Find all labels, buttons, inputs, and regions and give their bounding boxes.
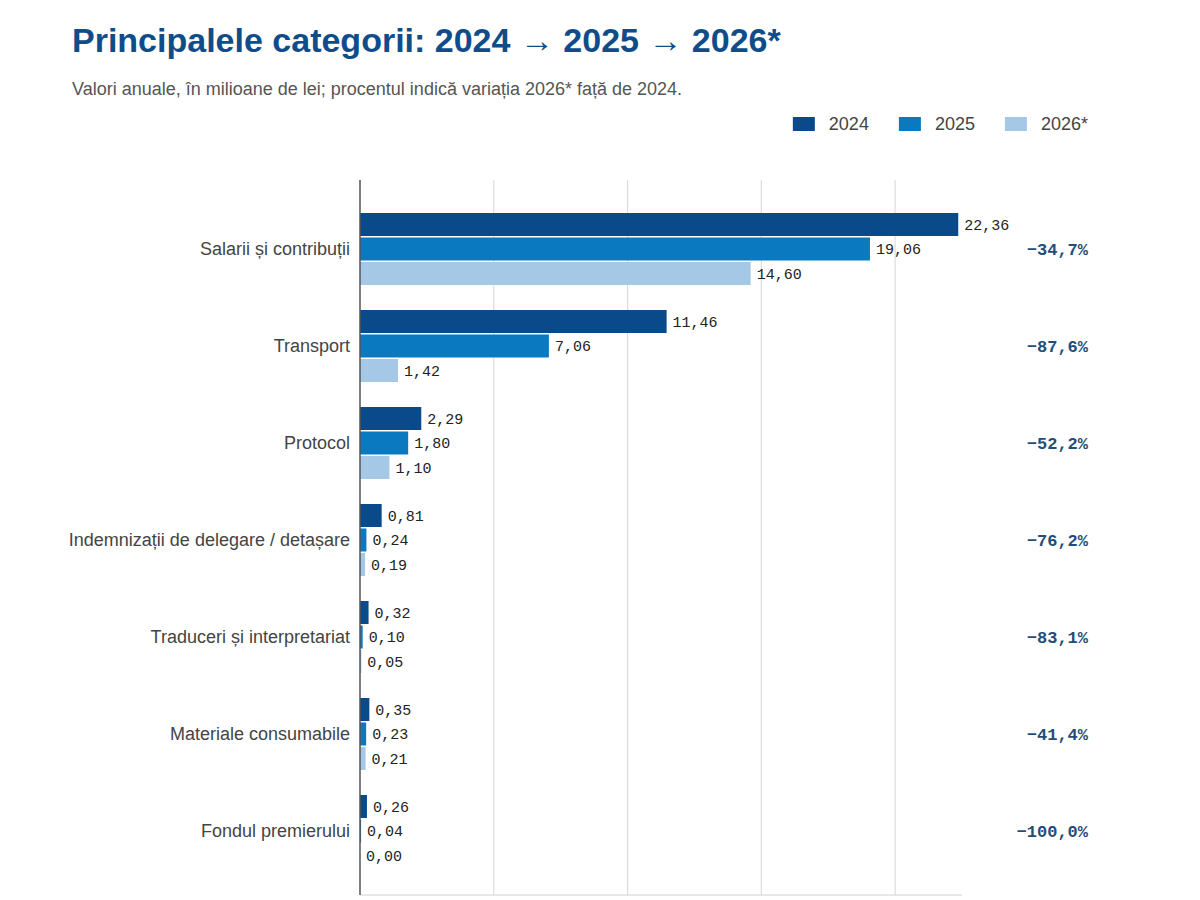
axis-range-line <box>360 895 962 896</box>
subtitle: Valori anuale, în milioane de lei; proce… <box>72 79 682 99</box>
labels: 22,36 11,46 2,29 0,81 0,32 0,35 0,26 19,06 7,06 1… <box>366 218 1009 866</box>
data-label: 1,10 <box>395 461 431 478</box>
grid-line <box>895 180 896 895</box>
data-label: 1,42 <box>404 364 440 381</box>
bar <box>360 213 958 236</box>
legend-label: 2026* <box>1041 114 1088 134</box>
bar <box>360 795 367 818</box>
data-label: 22,36 <box>964 218 1009 235</box>
data-label: 0,23 <box>372 727 408 744</box>
category-label: Transport <box>274 336 350 356</box>
data-label: 11,46 <box>673 315 718 332</box>
bar <box>360 335 549 358</box>
grid-line <box>627 180 628 895</box>
variation-label: −87,6% <box>1027 338 1089 357</box>
data-label: 2,29 <box>427 412 463 429</box>
title: Principalele categorii: 2024 → 2025 → 20… <box>72 21 781 59</box>
data-label: 19,06 <box>876 242 921 259</box>
legend: 2024 2025 2026* <box>793 114 1088 134</box>
legend-swatch <box>899 117 921 131</box>
variation-label: −34,7% <box>1027 241 1089 260</box>
bar <box>360 747 366 770</box>
bar <box>360 723 366 746</box>
data-label: 14,60 <box>757 267 802 284</box>
bar <box>360 601 369 624</box>
bar <box>360 553 365 576</box>
axis-line <box>359 180 361 895</box>
category-label: Fondul premierului <box>201 821 350 841</box>
bar <box>360 698 369 721</box>
bar <box>360 529 366 552</box>
category-label: Traduceri și interpretariat <box>151 627 350 647</box>
data-label: 1,80 <box>414 436 450 453</box>
data-label: 0,26 <box>373 800 409 817</box>
data-label: 7,06 <box>555 339 591 356</box>
bar <box>360 310 667 333</box>
data-label: 0,00 <box>366 849 402 866</box>
data-label: 0,81 <box>388 509 424 526</box>
bar <box>360 238 870 261</box>
variation-label: −100,0% <box>1017 823 1089 842</box>
category-label: Materiale consumabile <box>170 724 350 744</box>
variation-label: −83,1% <box>1027 629 1089 648</box>
legend-label: 2024 <box>829 114 869 134</box>
data-label: 0,19 <box>371 558 407 575</box>
variation-label: −76,2% <box>1027 532 1089 551</box>
bar <box>360 407 421 430</box>
variation-label: −41,4% <box>1027 726 1089 745</box>
bar <box>360 262 751 285</box>
data-label: 0,35 <box>375 703 411 720</box>
grid <box>360 180 962 895</box>
bar <box>360 432 408 455</box>
data-label: 0,32 <box>375 606 411 623</box>
grid-line <box>761 180 762 895</box>
bar <box>360 504 382 527</box>
data-label: 0,24 <box>372 533 408 550</box>
grid-line <box>493 180 494 895</box>
category-label: Indemnizații de delegare / detașare <box>69 530 350 550</box>
bars <box>360 213 958 843</box>
legend-swatch <box>793 117 815 131</box>
chart: Principalele categorii: 2024 → 2025 → 20… <box>0 0 1200 900</box>
category-label: Salarii și contribuții <box>200 239 350 259</box>
data-label: 0,05 <box>367 655 403 672</box>
variation-label: −52,2% <box>1027 435 1089 454</box>
legend-label: 2025 <box>935 114 975 134</box>
legend-swatch <box>1005 117 1027 131</box>
bar <box>360 359 398 382</box>
category-label: Protocol <box>284 433 350 453</box>
data-label: 0,10 <box>369 630 405 647</box>
bar <box>360 456 389 479</box>
data-label: 0,04 <box>367 824 403 841</box>
data-label: 0,21 <box>372 752 408 769</box>
